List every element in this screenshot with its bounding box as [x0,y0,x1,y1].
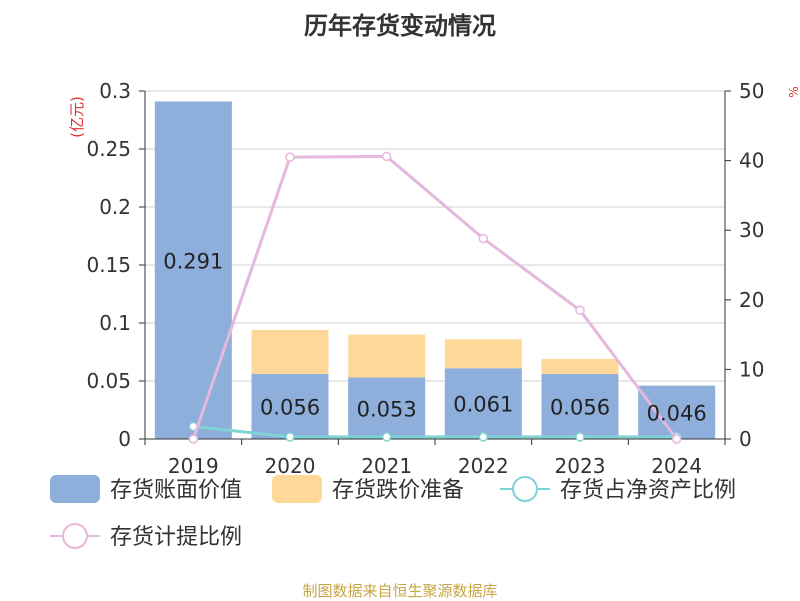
bar-value-label: 0.046 [647,401,707,425]
chart-title: 历年存货变动情况 [304,12,496,40]
source-note: 制图数据来自恒生聚源数据库 [302,582,498,600]
bar-inventory-book-value [251,374,329,439]
x-tick-label: 2022 [458,454,509,478]
right-tick-label: 40 [739,149,764,173]
legend-label: 存货占净资产比例 [560,478,736,503]
axes-layer: 0 0.05 0.1 0.15 0.2 0.25 0.3 0 10 20 30 40 50 (亿元)% 20… [68,79,800,478]
bar-value-label: 0.061 [453,393,513,417]
bar-inventory-impairment [348,334,426,378]
legend-swatch [50,475,100,503]
left-tick-label: 0.05 [86,369,131,393]
labels-layer: 0.291 0.056 0.053 0.061 0.056 0.046 [163,249,706,425]
point-inventory-provision-ratio [381,151,392,162]
left-tick-label: 0.2 [99,195,131,219]
x-tick-label: 2020 [265,454,316,478]
legend-label: 存货账面价值 [110,478,242,503]
left-tick-label: 0.3 [99,79,131,103]
left-axis-unit: (亿元) [68,96,86,138]
left-tick-label: 0.15 [86,253,131,277]
lines-layer [188,151,682,444]
right-tick-label: 0 [739,427,752,451]
legend-label: 存货跌价准备 [332,478,464,503]
right-tick-label: 20 [739,288,764,312]
point-inventory-net-asset-ratio [285,432,295,442]
grid-layer [145,90,725,382]
bar-value-label: 0.291 [163,249,223,273]
x-tick-label: 2024 [651,454,702,478]
bar-value-label: 0.056 [550,396,610,420]
point-inventory-provision-ratio [285,152,295,162]
point-inventory-net-asset-ratio [478,432,489,442]
bar-inventory-impairment [541,358,619,375]
left-tick-label: 0.25 [86,137,131,161]
right-tick-label: 10 [739,357,764,381]
bar-inventory-book-value [638,385,716,439]
point-inventory-net-asset-ratio [575,432,585,442]
bar-inventory-impairment [251,329,329,375]
bar-inventory-book-value [541,374,619,439]
bars-layer [154,101,716,439]
left-tick-label: 0 [118,427,131,451]
bar-inventory-book-value [154,101,232,439]
point-inventory-provision-ratio [478,233,489,244]
bar-inventory-book-value [444,368,522,439]
point-inventory-provision-ratio [671,434,682,444]
legend-swatch [272,475,322,503]
legend-marker [512,476,538,502]
point-inventory-provision-ratio [188,434,199,444]
line-inventory-net-asset-ratio [193,424,677,439]
line-inventory-provision-ratio [191,154,678,440]
x-tick-label: 2023 [555,454,606,478]
bar-value-label: 0.056 [260,396,320,420]
legend-marker [62,523,88,549]
point-inventory-net-asset-ratio [381,432,392,442]
bar-inventory-book-value [348,377,426,439]
x-tick-label: 2021 [361,454,412,478]
right-tick-label: 50 [739,79,764,103]
bar-value-label: 0.053 [357,397,417,421]
right-axis-unit: % [787,86,800,97]
x-tick-label: 2019 [168,454,219,478]
right-tick-label: 30 [739,218,764,242]
legend-label: 存货计提比例 [110,525,242,550]
bar-inventory-impairment [444,339,522,369]
point-inventory-provision-ratio [575,305,585,315]
left-tick-label: 0.1 [99,311,131,335]
